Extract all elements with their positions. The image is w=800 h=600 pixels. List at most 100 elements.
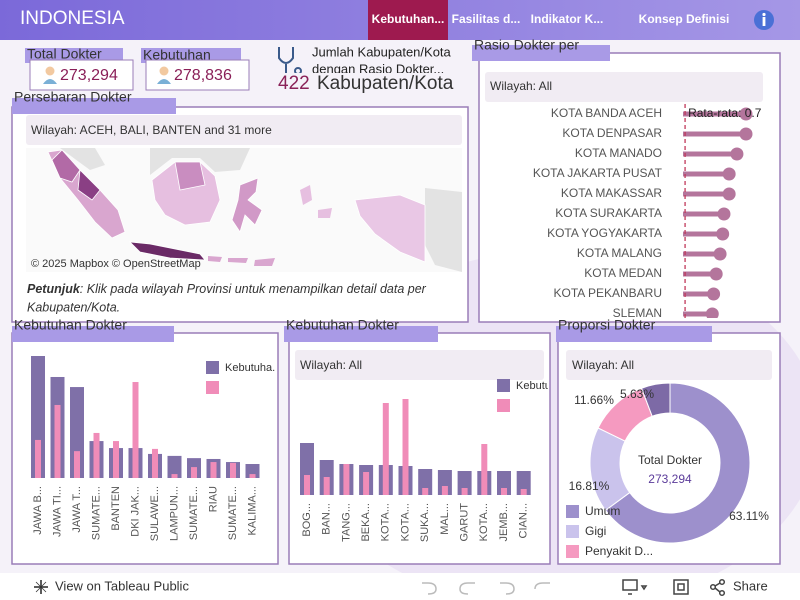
- bar: [249, 474, 256, 478]
- x-tick-label: JAWA TI...: [51, 486, 63, 537]
- category-label: KOTA DENPASAR: [562, 126, 662, 140]
- donut-slice: [604, 382, 751, 544]
- bar: [304, 475, 310, 495]
- panel-title: Rasio Dokter per: [474, 37, 579, 53]
- x-tick-label: RIAU: [207, 486, 219, 512]
- average-label: Rata-rata: 0.7: [688, 106, 762, 120]
- kpi-title: Jumlah Kabupaten/Kota: [312, 44, 452, 59]
- hint-text: : Klik pada wilayah Provinsi untuk menam…: [80, 282, 427, 296]
- tab[interactable]: Indikator K...: [531, 12, 604, 26]
- tableau-icon: [34, 580, 48, 594]
- filter-label[interactable]: Wilayah: ACEH, BALI, BANTEN and 31 more: [31, 123, 272, 137]
- center-value: 273,294: [648, 472, 692, 486]
- x-tick-label: SUMATE...: [90, 486, 102, 540]
- x-tick-label: TANG...: [340, 503, 352, 542]
- filter-box[interactable]: [485, 72, 763, 102]
- bar: [54, 404, 61, 478]
- x-tick-label: SUMATE...: [227, 486, 239, 540]
- filter-box[interactable]: [566, 350, 772, 380]
- legend-label: Kebutuha...: [225, 362, 281, 374]
- tab[interactable]: Fasilitas d...: [452, 12, 521, 26]
- bar: [441, 486, 448, 495]
- bar: [74, 451, 80, 478]
- map[interactable]: © 2025 Mapbox © OpenStreetMap: [26, 148, 462, 272]
- active-tab[interactable]: [368, 0, 448, 40]
- legend-swatch: [497, 379, 510, 392]
- kpi-title-bg: [25, 48, 123, 63]
- legend-label: Gigi: [585, 524, 606, 538]
- category-label: KOTA JAKARTA PUSAT: [533, 166, 663, 180]
- tab[interactable]: Konsep Definisi: [639, 12, 730, 26]
- x-tick-label: KOTA...: [399, 503, 411, 541]
- bar: [300, 443, 314, 495]
- legend-swatch: [566, 505, 579, 518]
- lollipop-dot: [705, 307, 719, 318]
- lollipop-dot: [730, 147, 744, 161]
- x-tick-label: BAN...: [321, 503, 333, 535]
- category-label: KOTA SURAKARTA: [555, 206, 662, 220]
- bar: [323, 477, 330, 495]
- kpi-title-bg: [141, 48, 241, 63]
- kpi-value-bg: [270, 73, 470, 99]
- kpi-title: Total Dokter: [27, 46, 102, 62]
- footer-link[interactable]: View on Tableau Public: [55, 578, 189, 593]
- filter-box[interactable]: [295, 350, 544, 380]
- toolbar-icons[interactable]: [622, 578, 726, 597]
- info-icon[interactable]: [754, 10, 774, 30]
- x-tick-label: BOG...: [301, 503, 313, 537]
- doctor-icon: [43, 66, 57, 84]
- legend-label: Penyakit D...: [585, 544, 653, 558]
- filter-box[interactable]: [26, 115, 462, 145]
- panel-title-bg: [284, 326, 438, 342]
- x-tick-label: SUKA...: [419, 503, 431, 542]
- x-tick-label: JEMB...: [498, 503, 510, 542]
- bar: [501, 488, 507, 495]
- category-label: KOTA MAKASSAR: [561, 186, 662, 200]
- district-chart: BOG... BAN... TANG... BEKA... KOTA... KOTA...…: [300, 379, 548, 542]
- category-label: KOTA MANADO: [575, 146, 662, 160]
- lollipop-dot: [709, 267, 723, 281]
- category-label: KOTA MEDAN: [584, 266, 662, 280]
- tab[interactable]: Kebutuhan...: [372, 12, 445, 26]
- legend-swatch: [566, 525, 579, 538]
- x-tick-label: MAL...: [439, 503, 451, 535]
- bar: [457, 471, 472, 495]
- hint: Petunjuk: Klik pada wilayah Provinsi unt…: [27, 282, 427, 296]
- legend-swatch: [206, 361, 219, 374]
- map-attribution: © 2025 Mapbox © OpenStreetMap: [31, 258, 201, 270]
- panel-title: Kebutuhan Dokter: [286, 317, 399, 333]
- kpi-value: 278,836: [174, 67, 232, 84]
- panel-title: Persebaran Dokter: [14, 89, 132, 105]
- bar: [171, 474, 178, 478]
- panel-title: Kebutuhan Dokter: [14, 317, 127, 333]
- bar: [210, 462, 217, 478]
- category-label: KOTA BANDA ACEH: [551, 106, 662, 120]
- lollipop-dot: [739, 127, 753, 141]
- lollipop-dot: [707, 287, 721, 301]
- footer-share[interactable]: Share: [733, 578, 768, 593]
- x-tick-label: JAWA T...: [71, 486, 83, 533]
- panel-title-bg: [12, 98, 176, 114]
- panel-title-bg: [556, 326, 712, 342]
- bar: [343, 464, 350, 495]
- legend-swatch: [566, 545, 579, 558]
- province-chart: JAWA B... JAWA TI... JAWA T... SUMATE... BAN…: [31, 356, 281, 541]
- kpi-card: [29, 59, 134, 91]
- lollipop-dot: [722, 167, 736, 181]
- filter-label[interactable]: Wilayah: All: [572, 358, 634, 372]
- bar: [418, 469, 433, 495]
- lollipop-dot: [717, 207, 731, 221]
- x-tick-label: JAWA B...: [32, 486, 44, 535]
- header-title: INDONESIA: [20, 8, 125, 29]
- ratio-chart: KOTA BANDA ACEH KOTA DENPASAR KOTA MANADO K…: [533, 104, 762, 318]
- hint-label: Petunjuk: [27, 282, 81, 296]
- lollipop-dot: [722, 187, 736, 201]
- category-label: KOTA PEKANBARU: [554, 286, 662, 300]
- x-tick-label: SULAWE...: [149, 486, 161, 541]
- filter-label[interactable]: Wilayah: All: [490, 79, 552, 93]
- center-title: Total Dokter: [638, 453, 702, 467]
- lollipop-dot: [713, 247, 727, 261]
- filter-label[interactable]: Wilayah: All: [300, 358, 362, 372]
- kpi-title: Kebutuhan: [143, 47, 211, 63]
